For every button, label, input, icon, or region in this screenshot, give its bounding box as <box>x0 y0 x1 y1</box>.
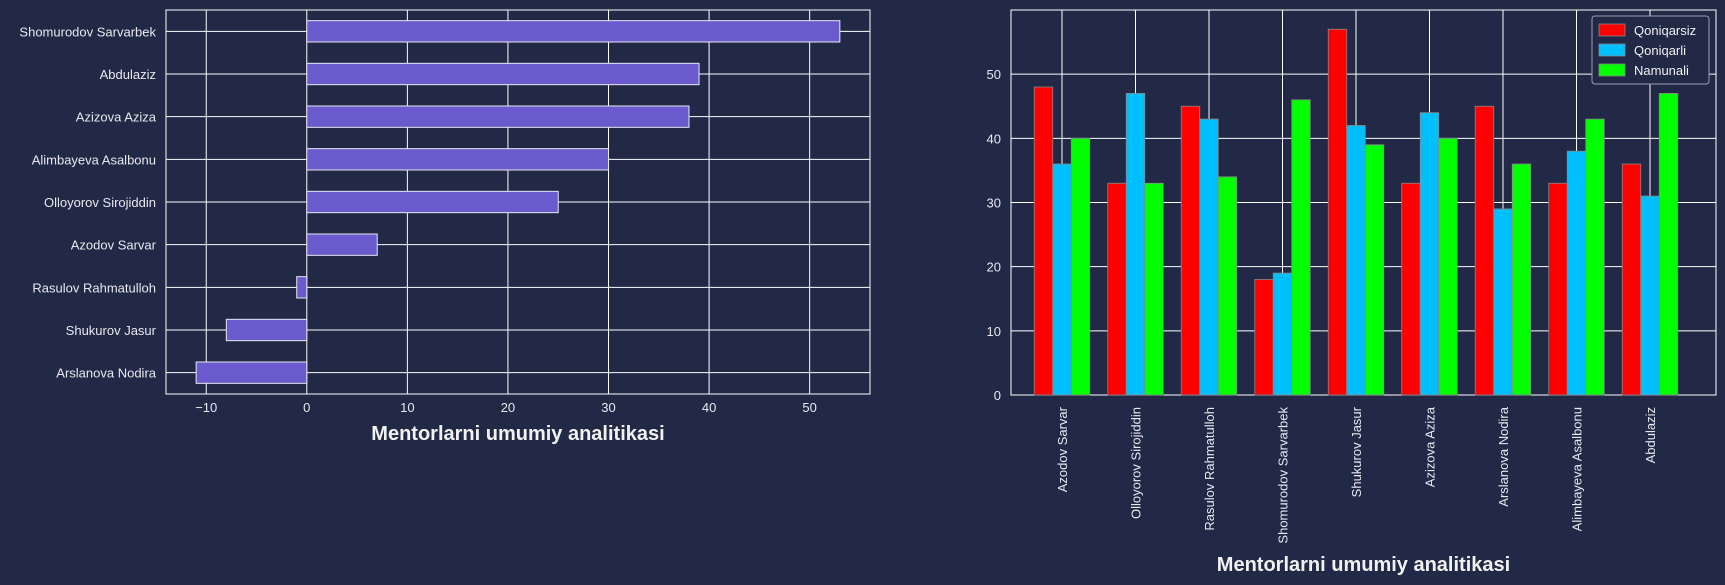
bar-qoniqarsiz <box>1327 28 1348 396</box>
bar-qoniqarsiz <box>1180 105 1201 396</box>
x-tick-label: Rasulov Rahmatulloh <box>1202 407 1217 531</box>
x-axis-label: Mentorlarni umumiy analitikasi <box>1217 554 1510 576</box>
bar-qoniqarli <box>1493 208 1513 396</box>
y-tick-label: Shomurodov Sarvarbek <box>19 24 156 39</box>
y-tick-label: Alimbayeva Asalbonu <box>32 152 156 167</box>
bar-qoniqarsiz <box>1254 279 1274 396</box>
bar-namunali <box>1511 163 1532 396</box>
bar-qoniqarli <box>1272 272 1293 396</box>
x-tick-label: 50 <box>802 400 816 415</box>
bar-qoniqarsiz <box>1474 105 1495 396</box>
y-tick-label: Shukurov Jasur <box>66 323 157 338</box>
bar-qoniqarli <box>1566 150 1587 396</box>
x-tick-label: 0 <box>303 400 310 415</box>
legend-swatch <box>1598 23 1626 37</box>
legend-label: Qoniqarli <box>1634 43 1686 58</box>
legend-swatch <box>1598 63 1626 77</box>
x-tick-label: 10 <box>400 400 414 415</box>
y-tick-label: 30 <box>987 196 1001 211</box>
legend: Qoniqarsiz Qoniqarli Namunali <box>1591 15 1710 85</box>
y-tick-label: 50 <box>987 67 1001 82</box>
bar-namunali <box>1438 137 1458 396</box>
y-tick-label: 20 <box>987 260 1001 275</box>
y-tick-label: 0 <box>994 388 1001 403</box>
bar-qoniqarli <box>1125 93 1146 396</box>
bar-namunali <box>1364 144 1385 396</box>
bar-qoniqarli <box>1346 125 1366 396</box>
legend-swatch <box>1598 43 1626 57</box>
y-tick-label: Olloyorov Sirojiddin <box>44 195 156 210</box>
x-tick-label: Abdulaziz <box>1643 407 1658 463</box>
y-tick-label: 10 <box>987 324 1001 339</box>
bar <box>296 276 308 299</box>
bar-qoniqarli <box>1199 118 1219 396</box>
legend-label: Qoniqarsiz <box>1634 23 1696 38</box>
y-tick-label: Abdulaziz <box>100 67 156 82</box>
x-tick-label: Alimbayeva Asalbonu <box>1570 407 1585 531</box>
bar-qoniqarli <box>1052 163 1072 396</box>
legend-label: Namunali <box>1634 63 1689 78</box>
y-tick-label: Azodov Sarvar <box>71 238 157 253</box>
bar-namunali <box>1144 182 1164 396</box>
y-tick-label: 40 <box>987 131 1001 146</box>
bar-qoniqarsiz <box>1401 182 1421 396</box>
bar-qoniqarli <box>1640 195 1660 396</box>
x-axis-label: Mentorlarni umumiy analitikasi <box>371 423 664 445</box>
bar <box>195 361 308 384</box>
bar-qoniqarsiz <box>1621 163 1642 396</box>
bar-qoniqarli <box>1419 112 1440 396</box>
bar <box>306 20 841 43</box>
bar-namunali <box>1217 176 1238 396</box>
bar-namunali <box>1585 118 1605 396</box>
x-tick-label: Olloyorov Sirojiddin <box>1129 407 1144 519</box>
bar <box>306 105 690 128</box>
bar-qoniqarsiz <box>1548 182 1568 396</box>
x-tick-label: Azodov Sarvar <box>1055 406 1070 492</box>
bar-namunali <box>1658 93 1679 396</box>
x-tick-label: 20 <box>501 400 515 415</box>
x-tick-label: Shukurov Jasur <box>1349 406 1364 497</box>
x-tick-label: Arslanova Nodira <box>1496 406 1511 506</box>
y-tick-label: Arslanova Nodira <box>56 366 156 381</box>
x-tick-label: 40 <box>702 400 716 415</box>
y-tick-label: Rasulov Rahmatulloh <box>32 280 156 295</box>
bar-qoniqarsiz <box>1107 182 1127 396</box>
bar <box>225 318 308 342</box>
x-tick-label: −10 <box>195 400 217 415</box>
x-tick-label: 30 <box>601 400 615 415</box>
bar-namunali <box>1291 99 1311 396</box>
bar <box>306 190 559 214</box>
y-tick-label: Azizova Aziza <box>76 110 157 125</box>
bar <box>306 62 700 86</box>
bar-namunali <box>1070 137 1091 396</box>
bar-qoniqarsiz <box>1033 86 1054 396</box>
bar <box>306 233 378 256</box>
bar <box>306 148 610 171</box>
x-tick-label: Shomurodov Sarvarbek <box>1276 407 1291 544</box>
x-tick-label: Azizova Aziza <box>1423 406 1438 487</box>
